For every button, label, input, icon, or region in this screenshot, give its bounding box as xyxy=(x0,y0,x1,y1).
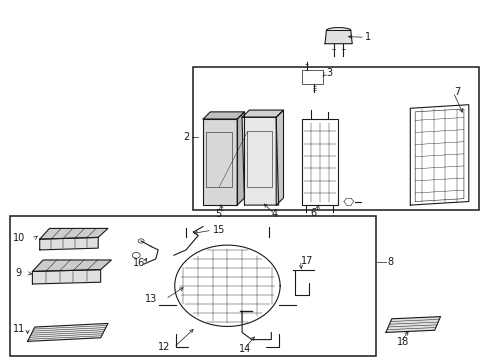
Text: 7: 7 xyxy=(453,87,460,97)
Text: 12: 12 xyxy=(158,342,170,352)
Text: 6: 6 xyxy=(310,208,316,218)
Text: 1: 1 xyxy=(365,32,371,42)
Text: 8: 8 xyxy=(386,257,392,267)
Polygon shape xyxy=(40,228,108,239)
Bar xyxy=(193,67,478,211)
Polygon shape xyxy=(325,31,351,44)
Polygon shape xyxy=(385,317,440,332)
Text: 13: 13 xyxy=(144,294,157,304)
Text: 3: 3 xyxy=(326,68,332,78)
Polygon shape xyxy=(27,323,108,341)
Text: 16: 16 xyxy=(133,258,145,268)
Polygon shape xyxy=(32,270,101,284)
Text: 15: 15 xyxy=(212,225,224,235)
Polygon shape xyxy=(242,117,278,205)
Polygon shape xyxy=(242,110,283,117)
Text: 18: 18 xyxy=(396,337,408,347)
Text: 4: 4 xyxy=(271,209,277,219)
Text: 10: 10 xyxy=(13,233,25,243)
Text: 17: 17 xyxy=(300,256,312,266)
Bar xyxy=(246,131,272,187)
Text: 5: 5 xyxy=(215,209,221,219)
Bar xyxy=(301,119,337,205)
Text: 2: 2 xyxy=(183,132,189,142)
Text: 9: 9 xyxy=(15,268,21,278)
Polygon shape xyxy=(203,112,244,119)
Text: 11: 11 xyxy=(13,324,25,334)
Polygon shape xyxy=(32,260,111,271)
Bar xyxy=(206,132,231,187)
Polygon shape xyxy=(276,110,283,205)
Polygon shape xyxy=(40,237,98,250)
Polygon shape xyxy=(237,112,244,205)
Bar xyxy=(302,70,322,84)
Polygon shape xyxy=(203,119,237,205)
Text: 14: 14 xyxy=(238,343,250,354)
Bar xyxy=(10,216,375,356)
